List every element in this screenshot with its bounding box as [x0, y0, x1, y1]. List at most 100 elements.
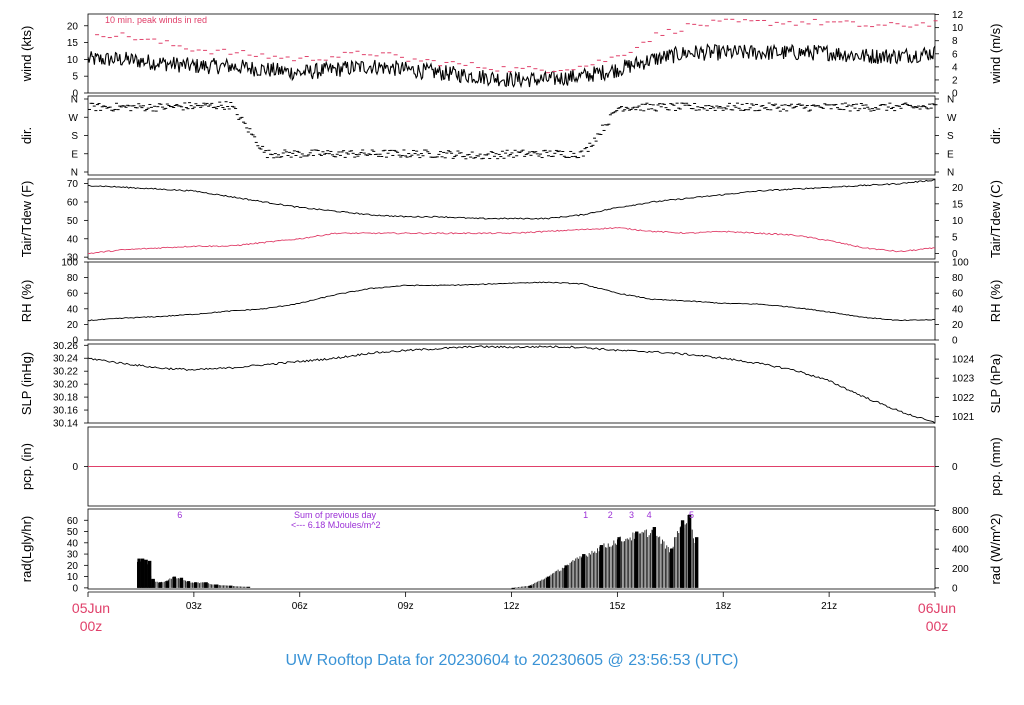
- y-tick-label: 20: [952, 183, 964, 194]
- radiation-sum-value: <--- 6.18 MJoules/m^2: [291, 520, 381, 530]
- start-date: 05Jun: [72, 600, 110, 616]
- y-tick-label: 30.26: [53, 341, 78, 352]
- right-axis-label: SLP (hPa): [988, 354, 1003, 414]
- series-RH: [87, 281, 936, 322]
- peak-wind-note: 10 min. peak winds in red: [105, 15, 207, 25]
- y-tick-label: 30.16: [53, 406, 78, 417]
- y-tick-label: 0: [952, 583, 958, 594]
- y-tick-label: 40: [952, 304, 964, 315]
- y-tick-label: E: [947, 149, 954, 160]
- y-tick-label: 8: [952, 36, 958, 47]
- y-tick-label: 100: [61, 258, 78, 269]
- panel-frame: [87, 508, 936, 590]
- right-axis-label: rad (W/m^2): [988, 513, 1003, 584]
- radiation-marker: 2: [608, 510, 613, 520]
- y-tick-label: 60: [67, 197, 79, 208]
- panel-slp: SLP (inHg) SLP (hPa) 30.14 30.16 30.18 30.20 3…: [19, 341, 1003, 430]
- panel-frame: [87, 13, 936, 94]
- radiation-sum-label: Sum of previous day: [294, 510, 377, 520]
- y-tick-label: 1021: [952, 412, 975, 423]
- left-axis-label: SLP (inHg): [19, 352, 34, 415]
- panel-temp: Tair/Tdew (F) Tair/Tdew (C) 30 40 50 60 70 0 5 10…: [19, 178, 1003, 264]
- series-line: [87, 345, 936, 424]
- y-tick-label: 1022: [952, 393, 975, 404]
- x-tick-label: 06z: [292, 601, 308, 612]
- y-tick-label: 15: [67, 38, 79, 49]
- y-tick-label: 80: [952, 273, 964, 284]
- radiation-marker: 6: [177, 510, 182, 520]
- series-line: [88, 227, 936, 254]
- y-tick-label: 4: [952, 62, 958, 73]
- y-tick-label: 600: [952, 525, 969, 536]
- y-tick-label: S: [71, 131, 78, 142]
- left-axis-label: wind (kts): [19, 26, 34, 83]
- y-tick-label: 10: [67, 55, 79, 66]
- y-tick-label: 2: [952, 75, 958, 86]
- left-axis-label: dir.: [19, 127, 34, 144]
- y-tick-label: 800: [952, 506, 969, 517]
- y-tick-label: N: [71, 168, 78, 179]
- series-direction: [88, 101, 938, 160]
- y-tick-label: W: [69, 113, 79, 124]
- radiation-marker: 1: [583, 510, 588, 520]
- y-tick-label: 60: [952, 289, 964, 300]
- y-tick-label: 0: [952, 462, 958, 473]
- left-axis-label: pcp. (in): [19, 443, 34, 490]
- x-tick-label: 21z: [821, 601, 837, 612]
- radiation-marker: 3: [629, 510, 634, 520]
- y-tick-label: 70: [67, 179, 79, 190]
- panel-frame: [87, 178, 936, 260]
- y-tick-label: 0: [72, 336, 78, 347]
- x-tick-label: 09z: [398, 601, 414, 612]
- x-tick-label: 15z: [609, 601, 625, 612]
- y-tick-label: 400: [952, 545, 969, 556]
- y-tick-label: 0: [72, 462, 78, 473]
- y-tick-label: 30.14: [53, 419, 78, 430]
- y-tick-label: 15: [952, 199, 964, 210]
- radiation-marker: 5: [689, 510, 694, 520]
- x-tick-label: 03z: [186, 601, 202, 612]
- left-axis-label: RH (%): [19, 280, 34, 323]
- y-tick-label: 200: [952, 564, 969, 575]
- panel-frame: [87, 261, 936, 341]
- y-tick-label: 10: [952, 216, 964, 227]
- start-time: 00z: [80, 618, 103, 634]
- y-tick-label: 30.22: [53, 367, 78, 378]
- left-axis-label: Tair/Tdew (F): [19, 181, 34, 258]
- y-tick-label: N: [71, 95, 78, 106]
- panel-dir: dir. dir.N NE ES SW WN N: [19, 95, 1003, 179]
- y-tick-label: 1023: [952, 374, 975, 385]
- end-date: 06Jun: [918, 600, 956, 616]
- y-tick-label: 40: [67, 234, 79, 245]
- radiation-bar: [246, 586, 251, 588]
- panel-rad: rad(Lgly/hr) rad (W/m^2)01020304050600200…: [19, 506, 1003, 595]
- x-tick-label: 12z: [503, 601, 519, 612]
- series-Tdew: [88, 227, 936, 254]
- series-line: [87, 179, 936, 220]
- y-tick-label: 30: [67, 253, 79, 264]
- y-tick-label: 12: [952, 10, 964, 21]
- y-tick-label: 30: [67, 550, 79, 561]
- right-axis-label: wind (m/s): [988, 24, 1003, 85]
- radiation-bar: [695, 537, 699, 588]
- y-tick-label: 10: [67, 572, 79, 583]
- y-tick-label: 30.24: [53, 354, 78, 365]
- radiation-marker: 4: [647, 510, 652, 520]
- panel-pcp: pcp. (in) pcp. (mm) 0 0: [19, 426, 1003, 507]
- series-wind-speed: [87, 43, 936, 89]
- radiation-bar: [511, 587, 515, 589]
- y-tick-label: 100: [952, 258, 969, 269]
- end-time: 00z: [926, 618, 949, 634]
- panel-rh: RH (%) RH (%) 0 20 40 60 80 100 0 20 40 60 80 100: [19, 258, 1003, 347]
- series-peak-wind: [95, 18, 938, 74]
- series-SLP: [87, 345, 936, 424]
- y-tick-label: 20: [67, 320, 79, 331]
- y-tick-label: E: [71, 149, 78, 160]
- y-tick-label: 30.18: [53, 393, 78, 404]
- x-axis: 03z 06z 09z 12z 15z 18z 21z 05Jun 00z 06Jun 00z: [72, 591, 956, 634]
- right-axis-label: Tair/Tdew (C): [988, 180, 1003, 258]
- right-axis-label: pcp. (mm): [988, 437, 1003, 496]
- right-axis-label: dir.: [988, 127, 1003, 144]
